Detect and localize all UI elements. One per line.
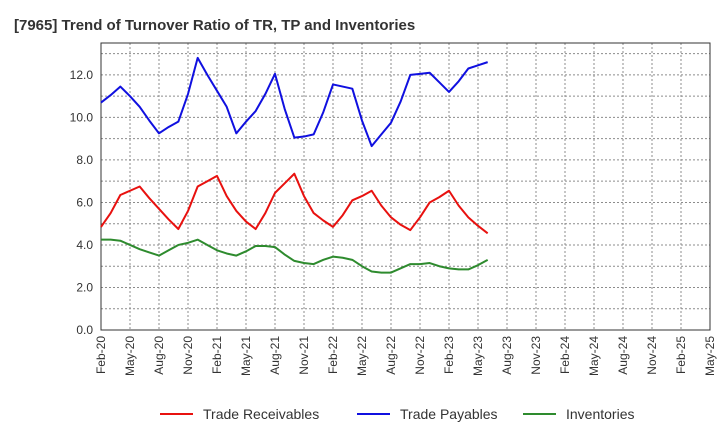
x-tick-label: Feb-23 xyxy=(442,336,456,374)
x-tick-label: May-22 xyxy=(355,336,369,376)
x-tick-label: May-21 xyxy=(239,336,253,376)
legend: Trade Receivables Trade Payables Inventori… xyxy=(160,406,634,422)
x-tick-label: Aug-23 xyxy=(500,336,514,375)
x-tick-label: Feb-20 xyxy=(94,336,108,374)
axes: 0.0 2.0 4.0 6.0 8.0 10.0 12.0 Feb-20 May-20 Aug-2… xyxy=(70,42,717,376)
x-tick-label: Nov-23 xyxy=(529,336,543,375)
x-tick-label: Nov-20 xyxy=(181,336,195,375)
legend-label: Inventories xyxy=(566,406,634,422)
y-tick-label: 8.0 xyxy=(76,153,93,167)
x-tick-label: Aug-22 xyxy=(384,336,398,375)
x-tick-label: Aug-21 xyxy=(268,336,282,375)
x-tick-label: Feb-21 xyxy=(210,336,224,374)
series-lines xyxy=(100,56,489,274)
x-tick-label: May-23 xyxy=(471,336,485,376)
plot-frame xyxy=(100,42,711,331)
x-tick-label: Nov-22 xyxy=(413,336,427,375)
grid xyxy=(101,43,710,330)
x-tick-label: May-20 xyxy=(123,336,137,376)
series-line xyxy=(100,172,489,235)
series-line xyxy=(100,56,488,148)
y-tick-label: 2.0 xyxy=(76,280,93,294)
x-tick-label: Feb-25 xyxy=(674,336,688,374)
series-line xyxy=(101,238,489,274)
x-tick-label: Nov-24 xyxy=(645,336,659,375)
x-tick-label: May-24 xyxy=(587,336,601,376)
x-tick-label: May-25 xyxy=(703,336,717,376)
x-tick-label: Aug-24 xyxy=(616,336,630,375)
y-tick-label: 12.0 xyxy=(70,68,94,82)
x-tick-label: Feb-24 xyxy=(558,336,572,374)
y-tick-label: 10.0 xyxy=(70,110,94,124)
y-tick-label: 0.0 xyxy=(76,323,93,337)
x-tick-label: Nov-21 xyxy=(297,336,311,375)
y-tick-label: 6.0 xyxy=(76,195,93,209)
y-tick-label: 4.0 xyxy=(76,238,93,252)
x-tick-label: Aug-20 xyxy=(152,336,166,375)
legend-label: Trade Payables xyxy=(400,406,498,422)
x-tick-label: Feb-22 xyxy=(326,336,340,374)
legend-label: Trade Receivables xyxy=(203,406,319,422)
chart-title: [7965] Trend of Turnover Ratio of TR, TP… xyxy=(14,17,415,34)
